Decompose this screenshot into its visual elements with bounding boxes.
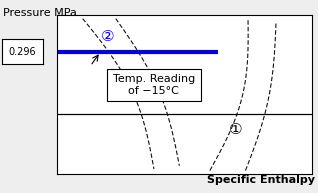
Text: Temp. Reading
of −15°C: Temp. Reading of −15°C [113,74,195,96]
Text: Specific Enthalpy: Specific Enthalpy [207,175,315,185]
Text: ①: ① [229,122,242,137]
Text: ②: ② [101,29,115,43]
Text: Pressure MPa: Pressure MPa [3,8,77,18]
Text: 0.296: 0.296 [9,47,36,57]
